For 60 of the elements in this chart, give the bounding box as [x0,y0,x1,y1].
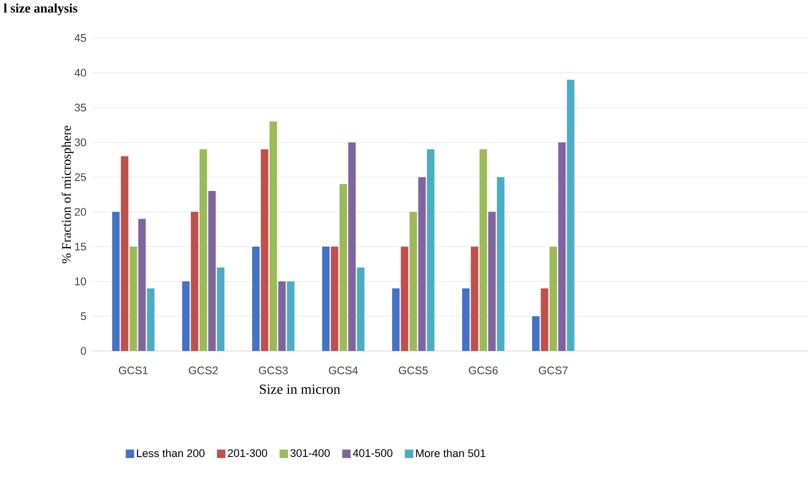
bar [270,121,278,351]
bar [488,212,496,351]
bar [340,184,348,351]
bar [426,149,434,351]
bar [182,281,190,351]
y-tick-label: 45 [74,34,86,42]
bar [410,212,418,351]
bar [260,149,268,351]
legend-label: More than 501 [416,449,486,458]
bar [278,281,286,351]
y-tick-label: 30 [74,138,86,146]
bar [286,281,294,351]
legend-label: 401-500 [352,449,392,457]
legend-label: 201-300 [228,449,268,457]
bar [392,288,400,351]
bar [566,80,574,351]
y-tick-label: 0 [80,347,86,355]
bar [208,191,216,351]
bar [330,246,338,351]
bar [216,268,224,351]
bar [252,246,260,351]
bar [190,212,198,351]
bar [550,246,557,351]
y-tick-label: 25 [74,173,86,181]
bar [200,149,208,351]
bar [356,268,364,351]
bar [558,142,566,351]
x-tick-label: GCS4 [328,366,358,374]
y-tick-label: 10 [75,278,86,286]
bar [480,149,488,351]
bar [462,288,470,351]
bar [540,288,548,351]
bar [112,212,120,351]
bar [146,288,154,351]
chart-title: l size analysis [4,4,78,16]
x-tick-label: GCS5 [398,366,428,374]
y-tick-label: 20 [74,208,86,216]
legend-label: 301-400 [290,449,330,457]
bar [120,156,128,351]
x-tick-label: GCS1 [118,366,148,374]
x-tick-label: GCS2 [188,366,218,374]
bar [532,316,540,351]
y-tick-label: 35 [74,104,86,112]
y-tick-label: 15 [75,242,86,250]
bar [138,218,146,351]
x-axis-title: Size in micron [260,384,340,394]
y-tick-label: 40 [74,68,86,77]
bar [470,246,478,351]
bar [348,142,356,351]
bar [130,246,138,351]
legend-label: Less than 200 [137,449,205,458]
y-tick-label: 5 [80,312,86,320]
bar [418,177,426,351]
bar [400,246,408,351]
x-tick-label: GCS3 [258,366,288,374]
bar [496,177,504,351]
x-tick-label: GCS6 [468,366,498,374]
bar [322,246,330,351]
y-axis-title: % Fraction of microsphere [62,126,74,264]
x-tick-label: GCS7 [538,366,568,374]
